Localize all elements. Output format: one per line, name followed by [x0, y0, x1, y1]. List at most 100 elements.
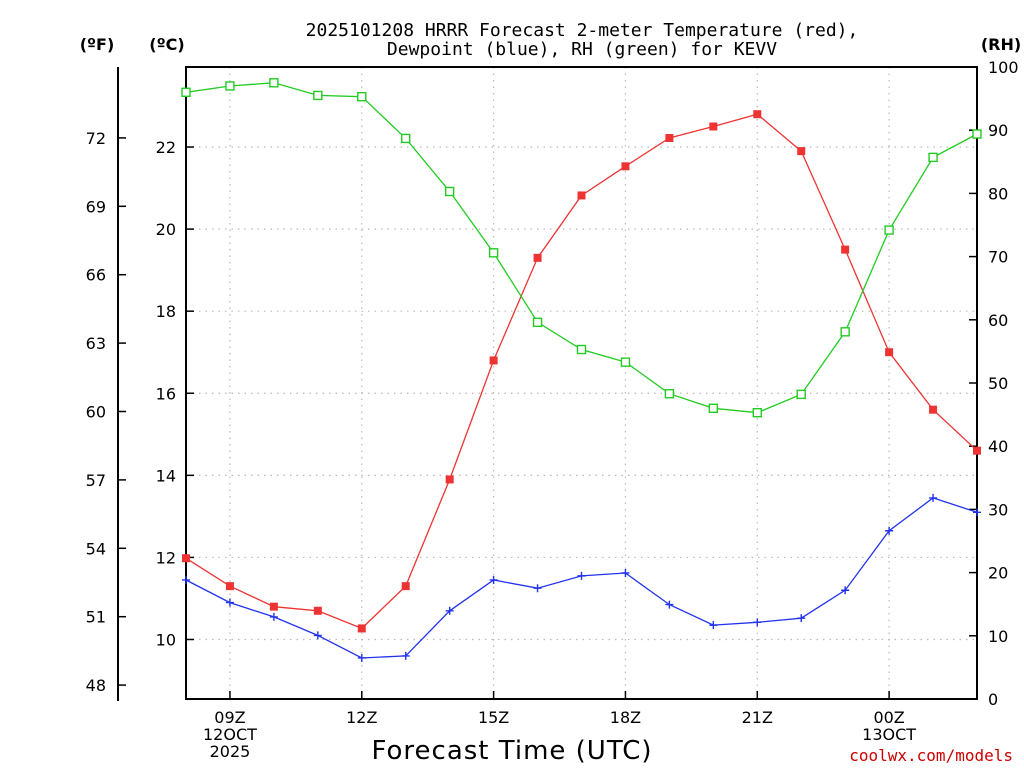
- relative-humidity-point: [928, 152, 938, 163]
- celsius-tick-label: 14: [156, 466, 176, 485]
- x-tick-label: 15Z: [478, 708, 509, 727]
- dewpoint-point: [182, 575, 190, 584]
- plot-frame: [185, 66, 978, 700]
- x-tick-label: 18Z: [610, 708, 641, 727]
- relative-humidity-point: [620, 357, 631, 367]
- fahrenheit-tick-label: 63: [86, 334, 106, 353]
- temperature-point: [621, 162, 630, 171]
- celsius-tick-label: 16: [156, 384, 176, 403]
- dewpoint-point: [797, 614, 806, 623]
- x-tick-label: 12OCT: [203, 725, 257, 744]
- relative-humidity-point: [401, 133, 411, 144]
- x-tick-label: 2025: [210, 742, 251, 761]
- rh-tick-label: 20: [988, 564, 1008, 583]
- temperature-point: [973, 446, 981, 455]
- relative-humidity-point: [269, 78, 279, 88]
- chart-title-line1: 2025101208 HRRR Forecast 2-meter Tempera…: [306, 20, 859, 41]
- dewpoint-point: [709, 621, 718, 630]
- relative-humidity-point: [357, 92, 367, 102]
- celsius-tick-label: 18: [156, 302, 176, 321]
- fahrenheit-tick-label: 51: [86, 608, 106, 627]
- x-tick-label: 12Z: [346, 708, 377, 727]
- fahrenheit-tick-label: 66: [86, 266, 106, 285]
- dewpoint-point: [357, 653, 366, 662]
- celsius-tick-label: 10: [156, 630, 176, 649]
- temperature-point: [841, 245, 850, 254]
- relative-humidity-point: [488, 248, 499, 258]
- dewpoint-point: [973, 508, 981, 517]
- temperature-point: [797, 147, 806, 156]
- dewpoint-point: [885, 526, 894, 535]
- dewpoint-point: [401, 651, 410, 660]
- relative-humidity-point: [884, 225, 894, 235]
- dewpoint-point: [533, 584, 542, 593]
- relative-humidity-point: [181, 87, 191, 97]
- rh-tick-label: 70: [988, 248, 1008, 267]
- temperature-point: [182, 554, 190, 563]
- rh-axis-unit: (RH): [981, 35, 1021, 54]
- dewpoint-point: [621, 569, 630, 578]
- tick-labels: 10 12 14 16 18 20 22 48 51 54 57 60 63 66 69 72 0 10 20 30 4…: [86, 58, 1019, 761]
- rh-tick-label: 80: [988, 184, 1008, 203]
- relative-humidity-point: [444, 186, 455, 197]
- temperature-line: [185, 113, 978, 630]
- relative-humidity-point: [708, 403, 719, 413]
- relative-humidity-point: [313, 90, 323, 101]
- temperature-point: [753, 110, 762, 119]
- dewpoint-point: [489, 575, 498, 584]
- fahrenheit-tick-label: 72: [86, 129, 106, 148]
- x-tick-label: 09Z: [214, 708, 245, 727]
- grid-lines: [186, 67, 977, 699]
- rh-tick-label: 100: [988, 58, 1019, 77]
- temperature-point: [445, 475, 454, 484]
- x-tick-label: 13OCT: [862, 725, 916, 744]
- temperature-point: [665, 133, 674, 142]
- rh-tick-label: 10: [988, 627, 1008, 646]
- relative-humidity-point: [225, 81, 235, 91]
- relative-humidity-point: [840, 327, 850, 337]
- temperature-point: [225, 582, 234, 591]
- fahrenheit-tick-label: 48: [86, 676, 106, 695]
- fahrenheit-axis-unit: (ºF): [80, 35, 115, 54]
- dewpoint-point: [929, 493, 938, 502]
- relative-humidity-point: [576, 344, 587, 355]
- temperature-point: [577, 191, 586, 200]
- dewpoint-point: [577, 571, 586, 580]
- temperature-point: [929, 405, 938, 414]
- credit-text: coolwx.com/models: [849, 746, 1013, 765]
- relative-humidity-point: [752, 408, 762, 418]
- rh-tick-label: 40: [988, 437, 1008, 456]
- relative-humidity-point: [532, 317, 543, 328]
- temperature-point: [313, 606, 322, 615]
- temperature-point: [269, 602, 278, 611]
- chart-title-line2: Dewpoint (blue), RH (green) for KEVV: [387, 39, 777, 60]
- celsius-tick-label: 12: [156, 548, 176, 567]
- relative-humidity-point: [796, 389, 806, 400]
- temperature-point: [357, 624, 366, 633]
- x-axis-label: Forecast Time (UTC): [371, 736, 652, 766]
- dewpoint-point: [313, 631, 322, 640]
- dewpoint-point: [665, 600, 674, 609]
- temperature-point: [709, 122, 718, 131]
- fahrenheit-tick-label: 57: [86, 471, 106, 490]
- rh-tick-label: 50: [988, 374, 1008, 393]
- relative-humidity-line: [185, 82, 978, 414]
- dewpoint-point: [841, 586, 850, 595]
- temperature-point: [885, 348, 894, 357]
- rh-tick-label: 0: [988, 690, 998, 709]
- chart-axes: [117, 66, 978, 701]
- dewpoint-point: [269, 612, 278, 621]
- temperature-point: [489, 356, 498, 365]
- fahrenheit-tick-label: 54: [86, 539, 106, 558]
- temperature-point: [401, 582, 410, 591]
- dewpoint-point: [225, 598, 234, 607]
- rh-tick-label: 60: [988, 311, 1008, 330]
- dewpoint-point: [753, 618, 762, 627]
- temperature-point: [533, 253, 542, 262]
- rh-tick-label: 30: [988, 500, 1008, 519]
- x-tick-label: 21Z: [742, 708, 773, 727]
- data-series: [181, 78, 982, 662]
- celsius-tick-label: 22: [156, 138, 176, 157]
- dewpoint-point: [445, 606, 454, 615]
